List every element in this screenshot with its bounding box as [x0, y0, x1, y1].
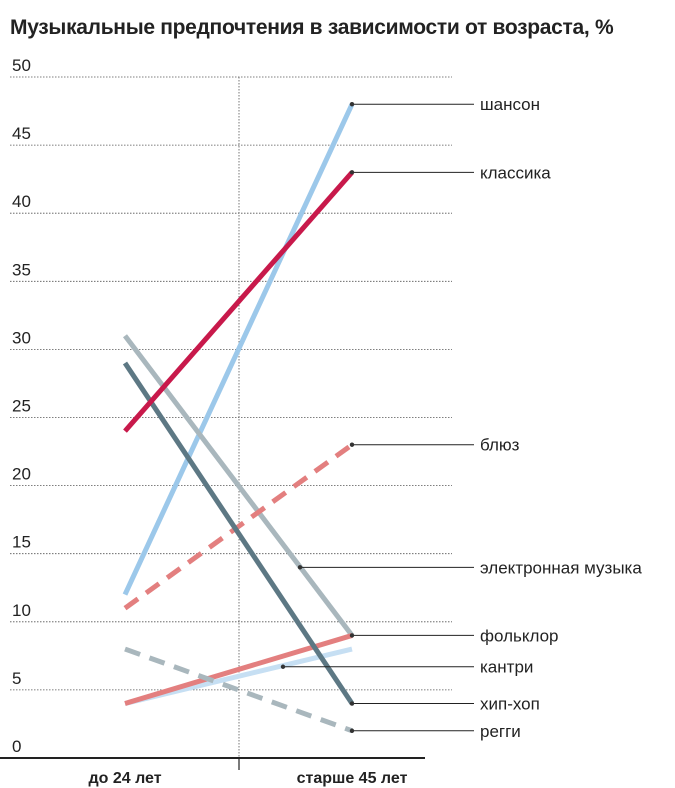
series-line-регги: [124, 646, 353, 734]
leader-dot-шансон: [349, 102, 355, 107]
y-tick-label-0: 0: [12, 737, 21, 756]
series-label-классика: классика: [480, 163, 551, 182]
series-labels: шансон классика блюз электронная музыка фоль…: [280, 95, 642, 741]
gridlines: [0, 76, 452, 770]
leader-dot-регги: [349, 728, 355, 733]
y-tick-label-45: 45: [12, 124, 31, 143]
series-label-фольклор: фольклор: [480, 626, 559, 645]
y-tick-label-20: 20: [12, 465, 31, 484]
chart-title: Музыкальные предпочтения в зависимости о…: [10, 16, 614, 39]
leader-dot-кантри: [280, 664, 286, 669]
y-tick-label-35: 35: [12, 260, 31, 279]
series-label-хип-хоп: хип-хоп: [480, 695, 540, 714]
x-category-label-1: старше 45 лет: [297, 770, 408, 787]
series-label-блюз: блюз: [480, 436, 520, 455]
y-axis-ticks: 0 5 10 15 20 25 30 35 40 45 50: [12, 56, 31, 756]
leader-dot-электронная-музыка: [297, 565, 303, 570]
series-line-электронная-музыка: [123, 334, 354, 637]
y-tick-label-5: 5: [12, 669, 21, 688]
series-line-блюз: [123, 442, 354, 611]
leader-dot-фольклор: [349, 633, 355, 638]
series-label-шансон: шансон: [480, 95, 540, 114]
series-label-регги: регги: [480, 722, 521, 741]
y-tick-label-40: 40: [12, 192, 31, 211]
leader-dot-хип-хоп: [349, 701, 355, 706]
y-tick-label-30: 30: [12, 328, 31, 347]
y-tick-label-15: 15: [12, 533, 31, 552]
y-tick-label-50: 50: [12, 56, 31, 75]
series-line-хип-хоп: [122, 361, 355, 705]
series-label-электронная-музыка: электронная музыка: [480, 558, 642, 577]
y-tick-label-25: 25: [12, 397, 31, 416]
x-category-label-0: до 24 лет: [88, 770, 161, 787]
leader-dot-классика: [349, 170, 355, 175]
series-line-шансон: [122, 103, 355, 596]
series-line-классика: [123, 170, 354, 433]
series-label-кантри: кантри: [480, 658, 533, 677]
series-line-фольклор: [124, 633, 353, 706]
leader-dot-блюз: [349, 442, 355, 447]
y-tick-label-10: 10: [12, 601, 31, 620]
series-lines: [122, 103, 355, 734]
x-axis-categories: до 24 лет старше 45 лет: [88, 770, 407, 787]
